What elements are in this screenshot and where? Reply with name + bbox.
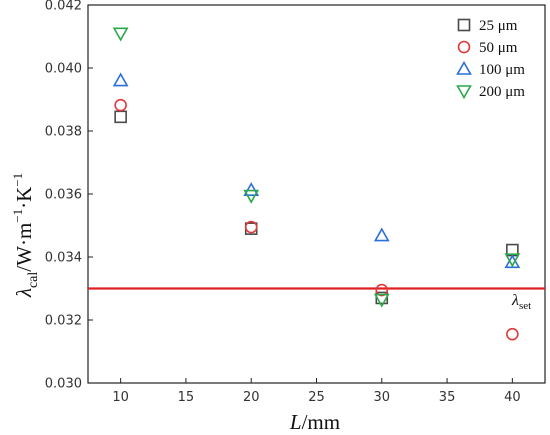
y-tick-label: 0.032 bbox=[45, 314, 82, 329]
data-point-0-2 bbox=[375, 291, 389, 305]
data-point-2-1 bbox=[243, 182, 260, 197]
data-point-1-0 bbox=[114, 98, 127, 112]
data-point-3-3 bbox=[504, 253, 521, 268]
x-tick-label: 15 bbox=[178, 390, 195, 405]
legend-marker-3 bbox=[456, 85, 472, 100]
legend-marker-0 bbox=[457, 18, 471, 32]
data-point-1-3 bbox=[506, 327, 519, 341]
data-point-2-0 bbox=[112, 72, 129, 87]
axes bbox=[87, 4, 546, 384]
y-tick-label: 0.034 bbox=[45, 251, 82, 266]
y-tick-label: 0.042 bbox=[45, 0, 82, 14]
y-tick-label: 0.038 bbox=[45, 125, 82, 140]
data-point-3-0 bbox=[112, 27, 129, 42]
legend-marker-1 bbox=[457, 40, 471, 54]
y-axis-label: λcal/W·m−1·K−1 bbox=[10, 173, 41, 298]
y-tick-label: 0.040 bbox=[45, 62, 82, 77]
x-tick-label: 40 bbox=[504, 390, 521, 405]
legend: 25 μm 50 μm 100 μm 200 μm bbox=[456, 18, 525, 100]
data-point-1-1 bbox=[244, 220, 258, 234]
legend-label-3: 200 μm bbox=[479, 84, 525, 100]
legend-marker-2 bbox=[456, 60, 472, 75]
data-point-2-2 bbox=[373, 227, 390, 242]
plot-frame bbox=[87, 4, 546, 384]
data-points bbox=[112, 27, 521, 341]
data-point-0-0 bbox=[114, 110, 127, 124]
x-tick-label: 10 bbox=[112, 390, 129, 405]
reference-line-label: λset bbox=[511, 292, 531, 312]
data-point-3-1 bbox=[243, 189, 260, 204]
y-tick-label: 0.030 bbox=[45, 377, 82, 392]
data-point-3-2 bbox=[373, 293, 390, 308]
legend-label-0: 25 μm bbox=[479, 18, 518, 34]
data-point-1-2 bbox=[375, 283, 389, 297]
legend-label-2: 100 μm bbox=[479, 62, 525, 78]
y-tick-label: 0.036 bbox=[45, 188, 82, 203]
x-tick-label: 25 bbox=[308, 390, 325, 405]
x-axis-label: L/mm bbox=[289, 410, 340, 434]
x-tick-label: 30 bbox=[374, 390, 391, 405]
x-tick-label: 20 bbox=[243, 390, 260, 405]
data-point-2-3 bbox=[504, 254, 521, 269]
legend-label-1: 50 μm bbox=[479, 40, 518, 56]
x-tick-label: 35 bbox=[439, 390, 456, 405]
tick-marks: 10 15 20 25 30 35 40 0.030 0.032 0.034 0.036 0.038 0… bbox=[45, 0, 521, 405]
